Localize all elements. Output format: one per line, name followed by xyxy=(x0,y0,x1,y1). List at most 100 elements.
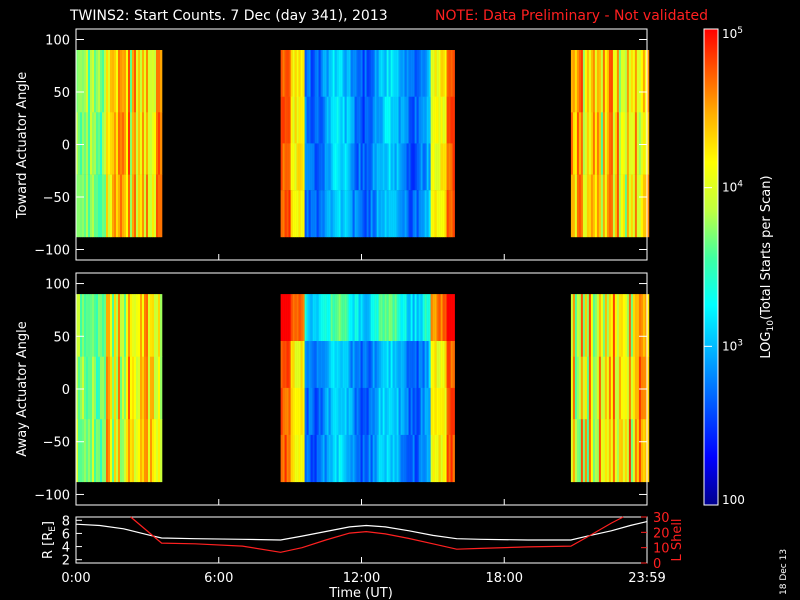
heatmap-cell xyxy=(288,387,291,436)
heatmap-cell xyxy=(294,190,297,238)
heatmap-cell xyxy=(642,419,646,483)
heatmap-cell xyxy=(608,294,612,357)
heatmap-cell xyxy=(348,50,351,97)
heatmap-cell xyxy=(300,387,303,436)
heatmap-cell xyxy=(364,96,367,144)
heatmap-cell xyxy=(406,190,409,238)
heatmap-cell xyxy=(124,174,127,238)
heatmap-cell xyxy=(340,434,343,483)
heatmap-cell xyxy=(442,190,445,238)
heatmap-cell xyxy=(640,294,644,357)
heatmap-cell xyxy=(304,294,307,342)
heatmap-cell xyxy=(300,190,303,238)
heatmap-cell xyxy=(382,294,385,342)
heatmap-cell xyxy=(432,434,435,483)
heatmap-cell xyxy=(76,419,79,483)
heatmap-cell xyxy=(284,143,287,191)
heatmap-cell xyxy=(334,96,337,144)
heatmap-cell xyxy=(602,294,606,357)
heatmap-cell xyxy=(586,356,590,420)
heatmap-cell xyxy=(288,143,291,191)
heatmap-cell xyxy=(430,190,433,238)
heatmap-cell xyxy=(356,341,359,389)
heatmap-cell xyxy=(124,294,127,357)
heatmap-cell xyxy=(448,434,451,483)
heatmap-cell xyxy=(334,387,337,436)
heatmap-cell xyxy=(294,96,297,144)
heatmap-cell xyxy=(632,50,636,113)
heatmap-cell xyxy=(116,50,119,113)
heatmap-cell xyxy=(342,143,345,191)
heatmap-cell xyxy=(364,341,367,389)
heatmap-cell xyxy=(394,294,397,342)
heatmap-cell xyxy=(416,50,419,97)
heatmap-cell xyxy=(430,294,433,342)
heatmap-cell xyxy=(368,341,371,389)
heatmap-cell xyxy=(328,294,331,342)
heatmap-cell xyxy=(160,112,163,175)
heatmap-cell xyxy=(104,174,107,238)
heatmap-cell xyxy=(622,294,626,357)
heatmap-cell xyxy=(448,50,451,97)
heatmap-cell xyxy=(146,356,149,420)
heatmap-cell xyxy=(282,294,285,342)
heatmap-cell xyxy=(584,112,588,175)
heatmap-cell xyxy=(300,341,303,389)
heatmap-cell xyxy=(326,387,329,436)
heatmap-cell xyxy=(606,174,610,238)
heatmap-cell xyxy=(322,96,325,144)
heatmap-cell xyxy=(330,190,333,238)
heatmap-cell xyxy=(410,294,413,342)
heatmap-cell xyxy=(330,294,333,342)
heatmap-cell xyxy=(392,387,395,436)
away-ylabel: Away Actuator Angle xyxy=(15,321,30,456)
heatmap-cell xyxy=(430,50,433,97)
heatmap-cell xyxy=(90,50,93,113)
heatmap-cell xyxy=(640,50,644,113)
heatmap-cell xyxy=(628,112,632,175)
heatmap-cell xyxy=(316,294,319,342)
heatmap-cell xyxy=(604,174,608,238)
heatmap-cell xyxy=(432,143,435,191)
heatmap-cell xyxy=(618,356,622,420)
heatmap-cell xyxy=(342,96,345,144)
heatmap-cell xyxy=(366,294,369,342)
heatmap-cell xyxy=(434,190,437,238)
heatmap-cell xyxy=(396,96,399,144)
heatmap-cell xyxy=(298,50,301,97)
heatmap-cell xyxy=(282,341,285,389)
heatmap-cell xyxy=(104,419,107,483)
heatmap-cell xyxy=(596,419,600,483)
heatmap-cell xyxy=(300,96,303,144)
heatmap-cell xyxy=(104,356,107,420)
heatmap-cell xyxy=(396,434,399,483)
heatmap-cell xyxy=(348,294,351,342)
heatmap-cell xyxy=(142,356,145,420)
heatmap-cell xyxy=(136,356,139,420)
heatmap-cell xyxy=(402,143,405,191)
heatmap-cell xyxy=(312,294,315,342)
heatmap-cell xyxy=(102,419,105,483)
heatmap-cell xyxy=(590,174,594,238)
heatmap-cell xyxy=(574,419,578,483)
heatmap-cell xyxy=(150,174,153,238)
heatmap-cell xyxy=(306,190,309,238)
heatmap-cell xyxy=(614,174,618,238)
heatmap-cell xyxy=(424,50,427,97)
heatmap-cell xyxy=(134,356,137,420)
heatmap-cell xyxy=(416,434,419,483)
heatmap-cell xyxy=(432,190,435,238)
chart-title: TWINS2: Start Counts. 7 Dec (day 341), 2… xyxy=(69,8,388,24)
heatmap-cell xyxy=(284,341,287,389)
heatmap-cell xyxy=(338,143,341,191)
heatmap-cell xyxy=(608,419,612,483)
heatmap-cell xyxy=(288,341,291,389)
heatmap-cell xyxy=(596,294,600,357)
heatmap-cell xyxy=(630,112,634,175)
heatmap-cell xyxy=(154,419,157,483)
colorbar-tick-label: 104 xyxy=(722,180,743,195)
heatmap-cell xyxy=(398,341,401,389)
heatmap-cell xyxy=(424,143,427,191)
heatmap-cell xyxy=(412,434,415,483)
x-tick-label: 12:00 xyxy=(343,571,380,586)
